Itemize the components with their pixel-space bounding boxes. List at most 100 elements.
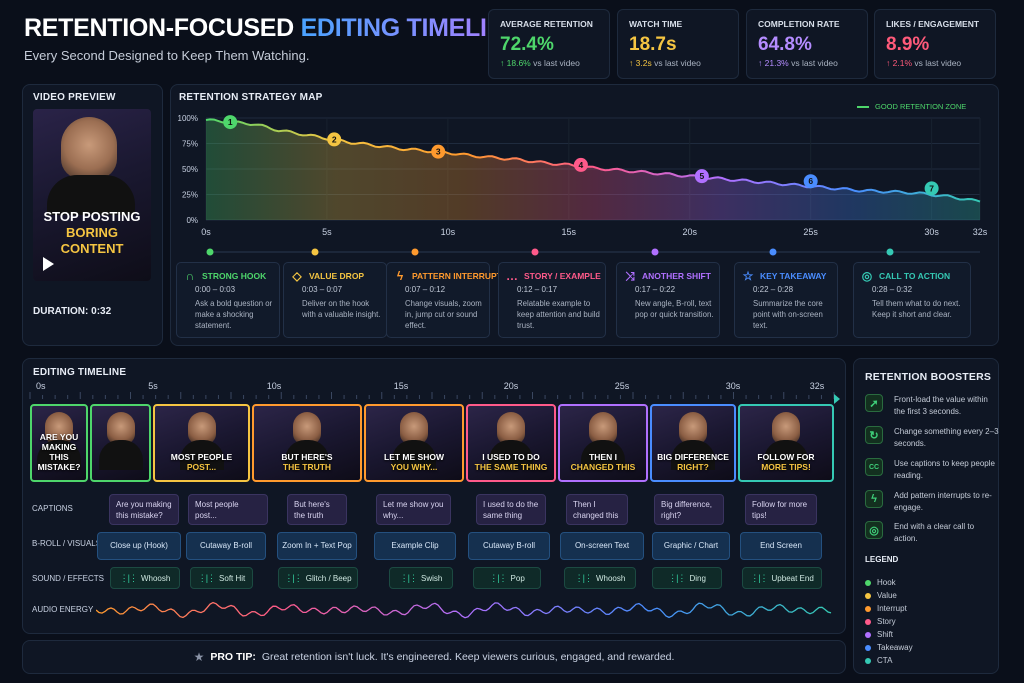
caption-block[interactable]: Big difference, right? [654, 494, 724, 525]
stage-card[interactable]: ∩ STRONG HOOK 0:00 – 0:03 Ask a bold questi… [176, 262, 280, 338]
clip-presenter-shirt [179, 440, 224, 470]
clip-presenter [45, 412, 73, 444]
stage-marker-3[interactable]: 3 [431, 144, 446, 159]
timeline-clip-1[interactable]: ARE YOU MAKING THIS MISTAKE? [30, 404, 88, 482]
stat-change-value: 21.3% [764, 58, 789, 68]
legend-item: Shift [865, 630, 893, 639]
presenter-shirt [47, 175, 135, 215]
stage-card[interactable]: ◇ VALUE DROP 0:03 – 0:07 Deliver on the hoo… [283, 262, 387, 338]
sound-row-label: SOUND / EFFECTS [32, 574, 105, 583]
caption-block[interactable]: Most people post... [188, 494, 268, 525]
arrow-up-icon: ↑ [500, 58, 507, 68]
good-zone-legend: GOOD RETENTION ZONE [857, 102, 966, 111]
waveform-icon: ⋮|⋮ [750, 572, 768, 583]
waveform-icon: ⋮|⋮ [574, 572, 593, 583]
timeline-clip-5[interactable]: LET ME SHOW YOU WHY... [364, 404, 464, 482]
clip-caption-line: THE TRUTH [282, 462, 332, 472]
stage-marker-1[interactable]: 1 [223, 115, 238, 130]
clip-caption: MOST PEOPLE POST... [155, 452, 248, 472]
legend-label: Interrupt [877, 604, 907, 613]
x-tick-label: 5s [322, 227, 332, 237]
stat-change-value: 3.2s [635, 58, 652, 68]
caption-block[interactable]: Are you making this mistake? [109, 494, 179, 525]
stage-connector-dot [886, 248, 894, 256]
timeline-tick-label: 0s [36, 381, 46, 391]
broll-block[interactable]: Example Clip [374, 532, 456, 560]
broll-block[interactable]: Graphic / Chart [652, 532, 730, 560]
caption-block[interactable]: I used to do the same thing [476, 494, 546, 525]
video-headline: STOP POSTING BORING CONTENT [33, 209, 151, 257]
sound-effect-block[interactable]: ⋮|⋮ Pop [473, 567, 541, 589]
stat-label: LIKES / ENGAGEMENT [886, 19, 980, 29]
stage-marker-6[interactable]: 6 [803, 174, 818, 189]
video-headline-line2: BORING CONTENT [60, 225, 124, 256]
caption-block[interactable]: Let me show you why... [376, 494, 451, 525]
timeline-clip-7[interactable]: THEN I CHANGED THIS [558, 404, 648, 482]
clip-caption-line: CHANGED THIS [570, 462, 636, 472]
sound-effect-block[interactable]: ⋮|⋮ Swish [389, 567, 453, 589]
sound-effect-block[interactable]: ⋮|⋮ Glitch / Beep [278, 567, 358, 589]
booster-text: Use captions to keep people reading. [894, 459, 995, 480]
clip-caption-line: THEN I [589, 452, 617, 462]
stage-card[interactable]: ☆ KEY TAKEAWAY 0:22 – 0:28 Summarize the co… [734, 262, 838, 338]
stage-marker-4[interactable]: 4 [573, 157, 588, 172]
stage-marker-7[interactable]: 7 [924, 181, 939, 196]
timeline-clip-2[interactable] [90, 404, 151, 482]
timeline-clip-3[interactable]: MOST PEOPLE POST... [153, 404, 250, 482]
stage-card[interactable]: ⤨ ANOTHER SHIFT 0:17 – 0:22 New angle, B-ro… [616, 262, 720, 338]
clip-presenter [187, 412, 216, 444]
booster-text: Front-load the value within the first 3 … [894, 395, 988, 416]
legend-label: Shift [877, 630, 894, 639]
clip-caption: I USED TO DO THE SAME THING [468, 452, 554, 472]
sound-effect-block[interactable]: ⋮|⋮ Soft Hit [190, 567, 253, 589]
clip-caption: FOLLOW FOR MORE TIPS! [740, 452, 832, 472]
stat-change: ↑ 18.6% vs last video [500, 58, 598, 68]
broll-block[interactable]: Cutaway B-roll [468, 532, 550, 560]
sound-effect-block[interactable]: ⋮|⋮ Whoosh [110, 567, 180, 589]
clip-caption-line: MISTAKE? [37, 462, 81, 472]
broll-block[interactable]: Cutaway B-roll [186, 532, 266, 560]
stage-card[interactable]: ◎ CALL TO ACTION 0:28 – 0:32 Tell them what… [853, 262, 971, 338]
video-preview-thumbnail[interactable]: STOP POSTING BORING CONTENT [33, 109, 151, 281]
timeline-clip-6[interactable]: I USED TO DO THE SAME THING [466, 404, 556, 482]
waveform-icon: ⋮|⋮ [197, 572, 216, 583]
sound-effect-block[interactable]: ⋮|⋮ Upbeat End [742, 567, 822, 589]
lightning-icon: ϟ [865, 490, 883, 508]
play-icon[interactable] [43, 257, 54, 271]
waveform-icon: ⋮|⋮ [668, 572, 686, 583]
pro-tip-text: Great retention isn't luck. It's enginee… [261, 651, 675, 663]
caption-block[interactable]: Follow for more tips! [745, 494, 817, 525]
caption-block[interactable]: Then I changed this [566, 494, 628, 525]
legend-item: Interrupt [865, 604, 907, 613]
broll-block[interactable]: On-screen Text [560, 532, 644, 560]
stat-change: ↑ 21.3% vs last video [758, 58, 856, 68]
stage-card[interactable]: … STORY / EXAMPLE 0:12 – 0:17 Relatable exa… [498, 262, 606, 338]
clip-caption: BUT HERE'S THE TRUTH [254, 452, 360, 472]
timeline-clip-9[interactable]: FOLLOW FOR MORE TIPS! [738, 404, 834, 482]
clip-caption-line: POST... [186, 462, 217, 472]
stage-marker-number: 2 [332, 134, 337, 144]
stage-card[interactable]: ϟ PATTERN INTERRUPT 0:07 – 0:12 Change visu… [386, 262, 502, 338]
clip-caption-line: MORE TIPS! [761, 462, 811, 472]
sound-effect-block[interactable]: ⋮|⋮ Whoosh [564, 567, 636, 589]
caption-block[interactable]: But here's the truth [287, 494, 347, 525]
legend-label: Takeaway [877, 643, 913, 652]
refresh-icon: ↻ [865, 426, 883, 444]
clip-presenter [497, 412, 525, 444]
y-tick-label: 50% [182, 165, 198, 174]
timeline-clip-4[interactable]: BUT HERE'S THE TRUTH [252, 404, 362, 482]
page-title: RETENTION-FOCUSED EDITING TIMELINE [24, 14, 521, 42]
stat-label: WATCH TIME [629, 19, 683, 29]
timeline-tick-label: 32s [810, 381, 825, 391]
waveform-icon: ⋮|⋮ [489, 572, 507, 583]
stage-marker-number: 1 [228, 117, 233, 127]
stage-marker-2[interactable]: 2 [327, 132, 342, 147]
clip-caption-line: BUT HERE'S [281, 452, 333, 462]
broll-block[interactable]: Close up (Hook) [97, 532, 181, 560]
broll-block[interactable]: End Screen [740, 532, 822, 560]
stage-marker-number: 4 [579, 160, 584, 170]
timeline-clip-8[interactable]: BIG DIFFERENCE RIGHT? [650, 404, 736, 482]
stage-marker-5[interactable]: 5 [694, 169, 709, 184]
sound-effect-block[interactable]: ⋮|⋮ Ding [652, 567, 722, 589]
broll-block[interactable]: Zoom In + Text Pop [277, 532, 357, 560]
